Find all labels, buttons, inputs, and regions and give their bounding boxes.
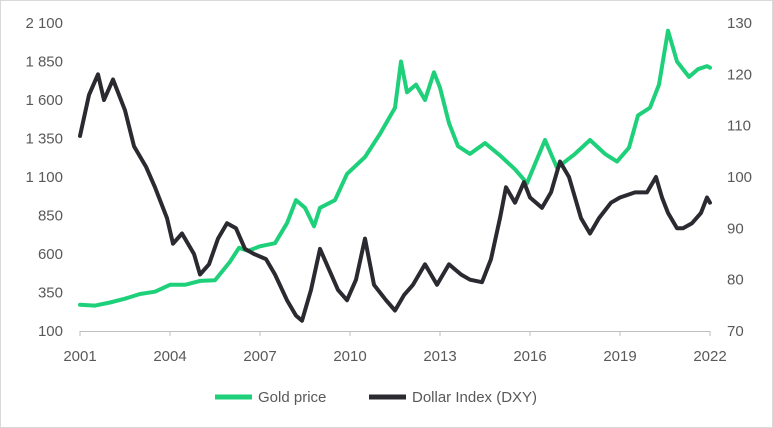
x-tick-label: 2001 (63, 348, 96, 365)
dollar-index-line (78, 72, 712, 323)
y-right-tick-label: 110 (727, 118, 751, 135)
x-tick-label: 2013 (423, 348, 456, 365)
y-right-tick-label: 100 (727, 169, 752, 186)
y-right-tick-label: 70 (727, 323, 744, 340)
y-left-tick-label: 2 100 (25, 15, 63, 32)
gold-price-line (78, 28, 712, 308)
y-left-tick-label: 100 (38, 323, 63, 340)
x-tick-label: 2016 (513, 348, 546, 365)
y-right-tick-label: 90 (727, 220, 744, 237)
y-right-tick-label: 120 (727, 66, 752, 83)
y-left-tick-label: 1 850 (25, 54, 63, 71)
x-tick-label: 2019 (603, 348, 636, 365)
x-tick-label: 2010 (333, 348, 366, 365)
y-left-tick-label: 1 600 (25, 92, 63, 109)
y-right-tick-label: 80 (727, 272, 744, 289)
y-left-axis-ticks: 100 350 600 850 1 100 1 350 1 600 1 850 2 100 (25, 15, 63, 340)
legend: Gold price Dollar Index (DXY) (215, 389, 537, 406)
y-right-tick-label: 130 (727, 15, 752, 32)
x-tick-label: 2022 (693, 348, 726, 365)
y-left-tick-label: 600 (38, 246, 63, 263)
x-axis-ticks: 2001 2004 2007 2010 2013 2016 2019 2022 (63, 331, 727, 365)
y-left-tick-label: 1 100 (25, 169, 63, 186)
y-right-axis-ticks: 70 80 90 100 110 120 130 (727, 15, 752, 340)
series-layer (78, 28, 712, 323)
x-tick-label: 2007 (243, 348, 276, 365)
y-left-tick-label: 1 350 (25, 131, 63, 148)
legend-label-gold: Gold price (258, 389, 326, 406)
y-left-tick-label: 350 (38, 285, 63, 302)
x-tick-label: 2004 (153, 348, 186, 365)
legend-label-dollar-index: Dollar Index (DXY) (412, 389, 537, 406)
y-left-tick-label: 850 (38, 208, 63, 225)
